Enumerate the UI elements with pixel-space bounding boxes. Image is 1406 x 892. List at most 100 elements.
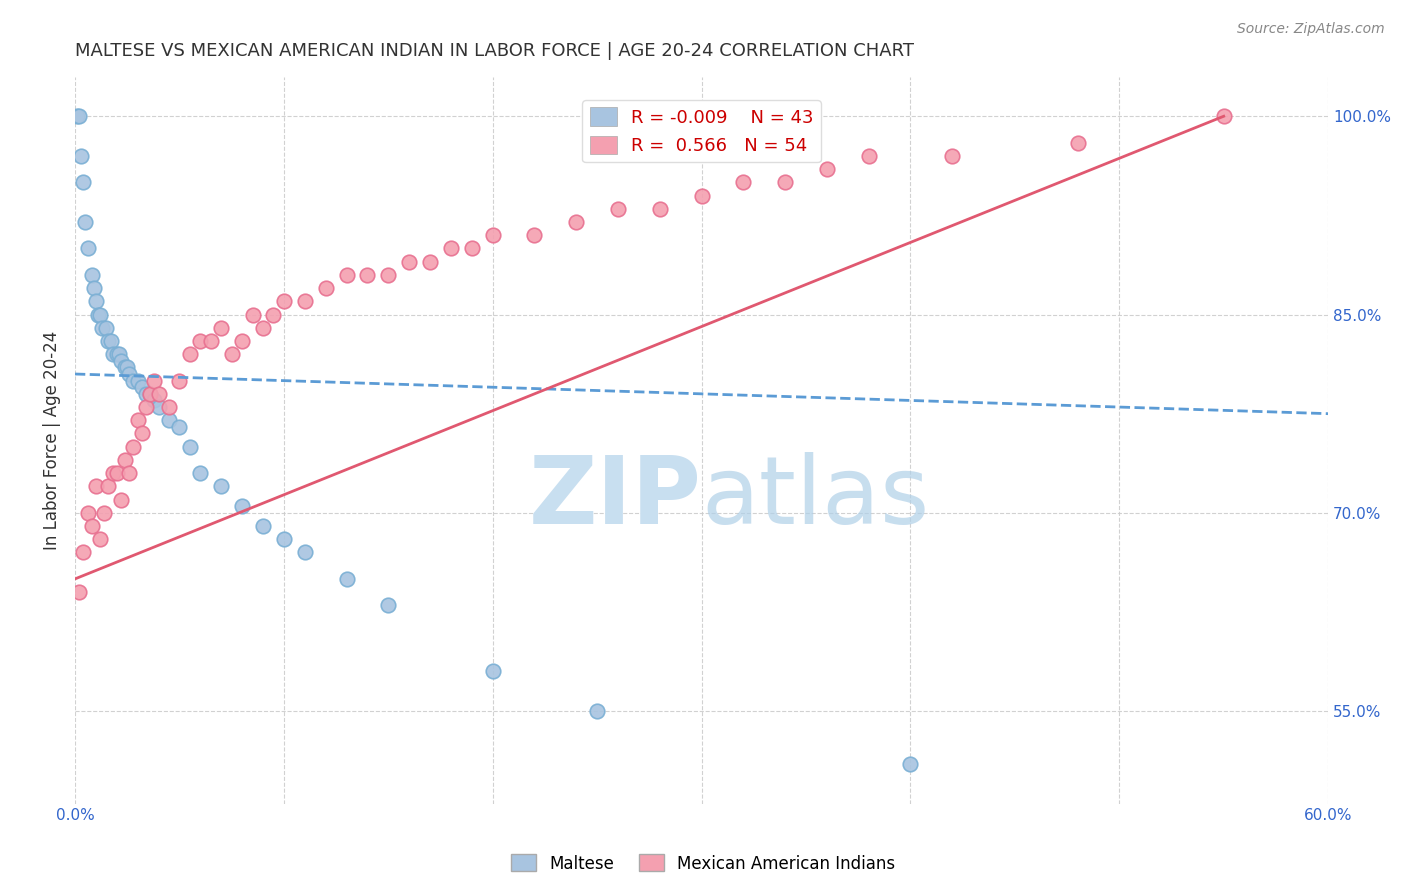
Point — [139, 387, 162, 401]
Point — [209, 479, 232, 493]
Point — [114, 360, 136, 375]
Point — [242, 308, 264, 322]
Legend: R = -0.009    N = 43, R =  0.566   N = 54: R = -0.009 N = 43, R = 0.566 N = 54 — [582, 100, 821, 162]
Point — [70, 149, 93, 163]
Point — [80, 268, 103, 282]
Legend: Maltese, Mexican American Indians: Maltese, Mexican American Indians — [503, 847, 903, 880]
Point — [586, 704, 609, 718]
Point — [773, 175, 796, 189]
Point — [89, 308, 111, 322]
Point — [440, 242, 463, 256]
Y-axis label: In Labor Force | Age 20-24: In Labor Force | Age 20-24 — [44, 330, 60, 549]
Point — [139, 387, 162, 401]
Point — [252, 519, 274, 533]
Point — [481, 228, 503, 243]
Point — [419, 254, 441, 268]
Point — [273, 294, 295, 309]
Point — [188, 466, 211, 480]
Point — [76, 506, 98, 520]
Point — [169, 420, 191, 434]
Point — [815, 162, 838, 177]
Point — [294, 545, 316, 559]
Point — [262, 308, 284, 322]
Point — [315, 281, 337, 295]
Point — [93, 506, 115, 520]
Point — [80, 519, 103, 533]
Point — [1066, 136, 1088, 150]
Point — [294, 294, 316, 309]
Point — [377, 268, 399, 282]
Point — [105, 347, 128, 361]
Point — [209, 320, 232, 334]
Point — [97, 479, 120, 493]
Point — [941, 149, 963, 163]
Point — [148, 387, 170, 401]
Point — [84, 479, 107, 493]
Point — [135, 400, 157, 414]
Point — [67, 585, 90, 599]
Point — [97, 334, 120, 348]
Point — [118, 466, 141, 480]
Point — [131, 380, 153, 394]
Point — [900, 756, 922, 771]
Text: ZIP: ZIP — [529, 452, 702, 544]
Point — [96, 320, 118, 334]
Point — [75, 215, 97, 229]
Point — [252, 320, 274, 334]
Point — [122, 374, 145, 388]
Point — [84, 294, 107, 309]
Point — [221, 347, 243, 361]
Point — [118, 367, 141, 381]
Point — [179, 440, 201, 454]
Point — [89, 533, 111, 547]
Point — [148, 400, 170, 414]
Point — [127, 374, 149, 388]
Text: atlas: atlas — [702, 452, 929, 544]
Point — [83, 281, 105, 295]
Point — [101, 466, 124, 480]
Text: Source: ZipAtlas.com: Source: ZipAtlas.com — [1237, 22, 1385, 37]
Point — [110, 353, 132, 368]
Point — [481, 665, 503, 679]
Point — [565, 215, 588, 229]
Point — [231, 334, 253, 348]
Point — [114, 453, 136, 467]
Point — [398, 254, 420, 268]
Point — [72, 545, 94, 559]
Point — [356, 268, 378, 282]
Point — [377, 599, 399, 613]
Point — [127, 413, 149, 427]
Text: MALTESE VS MEXICAN AMERICAN INDIAN IN LABOR FORCE | AGE 20-24 CORRELATION CHART: MALTESE VS MEXICAN AMERICAN INDIAN IN LA… — [75, 42, 914, 60]
Point — [157, 400, 180, 414]
Point — [200, 334, 222, 348]
Point — [91, 320, 114, 334]
Point — [179, 347, 201, 361]
Point — [648, 202, 671, 216]
Point — [157, 413, 180, 427]
Point — [169, 374, 191, 388]
Point — [461, 242, 484, 256]
Point — [87, 308, 110, 322]
Point — [690, 188, 713, 202]
Point — [76, 242, 98, 256]
Point — [67, 109, 90, 123]
Point — [108, 347, 131, 361]
Point — [1212, 109, 1234, 123]
Point — [66, 109, 89, 123]
Point — [135, 387, 157, 401]
Point — [335, 572, 357, 586]
Point — [733, 175, 755, 189]
Point — [110, 492, 132, 507]
Point — [100, 334, 122, 348]
Point — [335, 268, 357, 282]
Point — [188, 334, 211, 348]
Point — [607, 202, 630, 216]
Point — [143, 374, 166, 388]
Point — [858, 149, 880, 163]
Point — [101, 347, 124, 361]
Point — [273, 533, 295, 547]
Point — [122, 440, 145, 454]
Point — [143, 393, 166, 408]
Point — [105, 466, 128, 480]
Point — [131, 426, 153, 441]
